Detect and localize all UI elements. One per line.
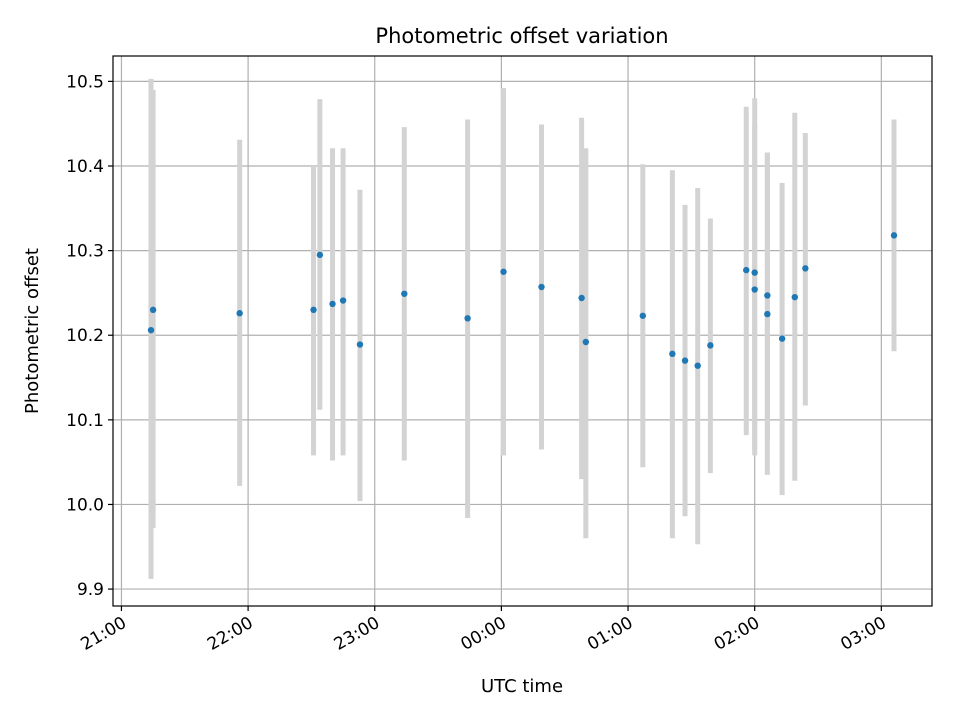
data-point xyxy=(890,232,898,239)
data-point xyxy=(743,266,750,274)
x-axis-label: UTC time xyxy=(481,676,563,697)
data-point xyxy=(401,290,408,297)
data-point xyxy=(751,286,758,293)
data-point xyxy=(639,312,647,319)
y-tick-label: 10.5 xyxy=(66,72,104,92)
data-point xyxy=(236,310,243,317)
x-tick-label: 03:00 xyxy=(837,613,889,655)
x-tick-label: 02:00 xyxy=(711,613,763,655)
data-point xyxy=(669,350,676,358)
y-tick-label: 9.9 xyxy=(77,580,104,600)
data-point xyxy=(149,306,157,314)
data-point xyxy=(751,269,758,276)
data-point xyxy=(802,265,809,272)
data-point xyxy=(329,300,336,308)
data-point xyxy=(464,315,471,322)
data-point xyxy=(500,268,507,275)
data-point xyxy=(310,306,317,314)
data-point xyxy=(578,294,585,302)
data-point xyxy=(791,293,798,301)
y-tick-label: 10.1 xyxy=(66,411,104,431)
x-tick-label: 23:00 xyxy=(331,613,383,655)
data-point xyxy=(707,342,714,349)
point-layer xyxy=(147,232,898,369)
x-tick-label: 00:00 xyxy=(457,613,509,655)
data-point xyxy=(681,357,689,364)
grid-layer xyxy=(113,56,932,606)
data-point xyxy=(339,297,347,304)
data-point xyxy=(778,335,786,342)
y-axis-label: Photometric offset xyxy=(22,248,43,414)
y-tick-label: 10.3 xyxy=(66,242,104,262)
x-tick-label: 01:00 xyxy=(584,613,636,655)
data-point xyxy=(694,362,701,369)
data-point xyxy=(316,251,324,259)
data-point xyxy=(356,341,364,348)
data-point xyxy=(764,292,771,299)
x-tick-label: 21:00 xyxy=(78,613,130,655)
y-tick-label: 10.0 xyxy=(66,495,104,515)
plot-frame xyxy=(112,55,933,607)
data-point xyxy=(538,283,545,291)
data-point xyxy=(582,338,590,346)
data-point xyxy=(147,326,155,334)
chart-title: Photometric offset variation xyxy=(375,24,668,48)
x-tick-label: 22:00 xyxy=(204,613,256,655)
y-tick-label: 10.4 xyxy=(66,157,104,177)
data-point xyxy=(764,310,771,318)
y-tick-label: 10.2 xyxy=(66,326,104,346)
